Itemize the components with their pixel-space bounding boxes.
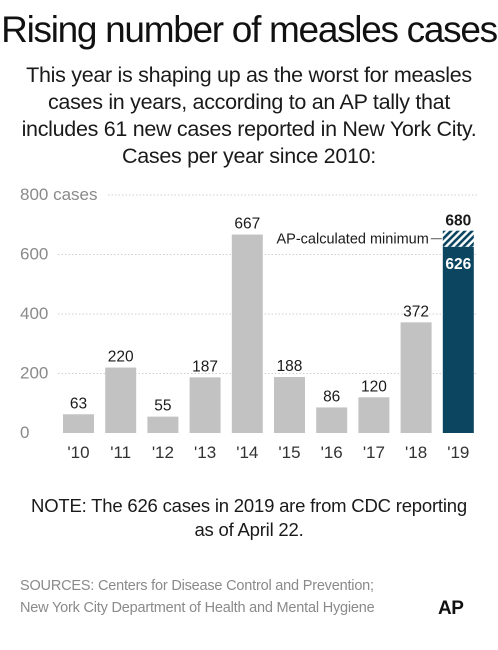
bar	[231, 234, 263, 433]
y-tick-label: 800 cases	[20, 185, 98, 204]
bar-value-label: 220	[108, 349, 134, 366]
bar-highlight	[442, 246, 474, 433]
bar-value-label: 187	[192, 358, 218, 375]
bar	[63, 414, 94, 433]
ap-logo: AP	[438, 598, 464, 619]
x-tick-label: '14	[236, 443, 258, 462]
bar-value-label: 626	[445, 256, 471, 273]
source-line: New York City Department of Health and M…	[20, 600, 375, 616]
bar-value-label: 667	[234, 216, 260, 233]
bar-value-label: 120	[361, 378, 387, 395]
bar-value-label: 63	[70, 395, 87, 412]
bar-chart: 0 200 400 600 800 cases 63 '10 220 '11 55 '12 187 '1…	[20, 185, 478, 462]
bars	[63, 230, 474, 433]
x-tick-label: '18	[405, 443, 427, 462]
bar	[400, 322, 432, 433]
chart-note: NOTE: The 626 cases in 2019 are from CDC…	[31, 495, 467, 540]
y-tick-label: 400	[20, 304, 48, 323]
x-tick-label: '17	[363, 443, 385, 462]
bar	[147, 416, 179, 433]
y-tick-label: 0	[20, 423, 29, 442]
x-tick-label: '19	[447, 443, 469, 462]
bar	[105, 367, 137, 433]
y-tick-label: 600	[20, 245, 48, 264]
x-tick-label: '13	[194, 443, 216, 462]
x-tick-label: '11	[110, 443, 131, 462]
y-tick-label: 200	[20, 364, 48, 383]
annotation-label: AP-calculated minimum	[276, 232, 428, 248]
x-tick-label: '15	[278, 443, 300, 462]
extension-value-label: 680	[445, 213, 471, 230]
bar-value-label: 188	[277, 358, 303, 375]
bar-value-label: 372	[403, 303, 429, 320]
source-line: SOURCES: Centers for Disease Control and…	[20, 578, 374, 594]
bar	[274, 377, 305, 433]
bar	[316, 407, 348, 433]
x-tick-label: '16	[321, 443, 343, 462]
x-tick-label: '10	[67, 443, 89, 462]
bar-value-label: 86	[323, 388, 340, 405]
data-labels: 0 200 400 600 800 cases 63 '10 220 '11 55 '12 187 '1…	[20, 185, 472, 462]
bar	[189, 377, 221, 433]
bar-value-label: 55	[154, 398, 171, 415]
chart-subtitle: This year is shaping up as the worst for…	[21, 63, 477, 168]
bar	[358, 397, 390, 433]
x-tick-label: '12	[152, 443, 174, 462]
bar-extension-hatched	[442, 230, 474, 247]
sources: SOURCES: Centers for Disease Control and…	[20, 575, 420, 619]
chart-title: Rising number of measles cases	[1, 9, 498, 50]
